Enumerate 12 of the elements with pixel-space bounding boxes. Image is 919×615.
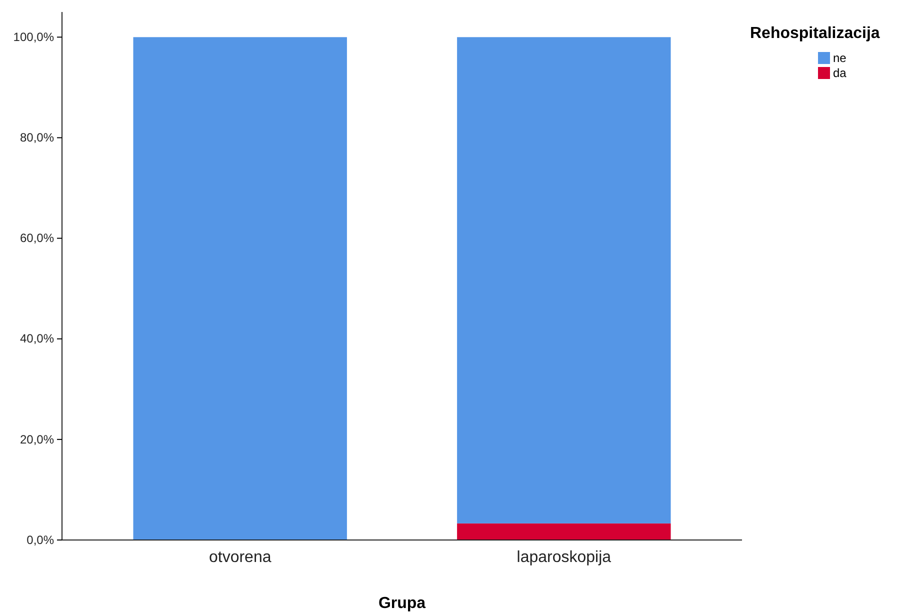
y-tick-label: 40,0%	[20, 332, 54, 346]
x-tick-label: otvorena	[208, 549, 272, 566]
y-tick-label: 20,0%	[20, 432, 54, 446]
legend-label: ne	[833, 51, 847, 65]
legend-label: da	[833, 66, 847, 80]
y-tick-label: 80,0%	[20, 130, 54, 145]
y-tick-label: 0,0%	[26, 532, 54, 547]
legend-title: Rehospitalizacija	[750, 25, 880, 42]
x-axis-title: Grupa	[378, 595, 426, 612]
x-tick-label: laparoskopija	[516, 549, 612, 566]
y-tick-label: 100,0%	[13, 30, 54, 44]
y-tick-label: 60,0%	[20, 231, 54, 246]
